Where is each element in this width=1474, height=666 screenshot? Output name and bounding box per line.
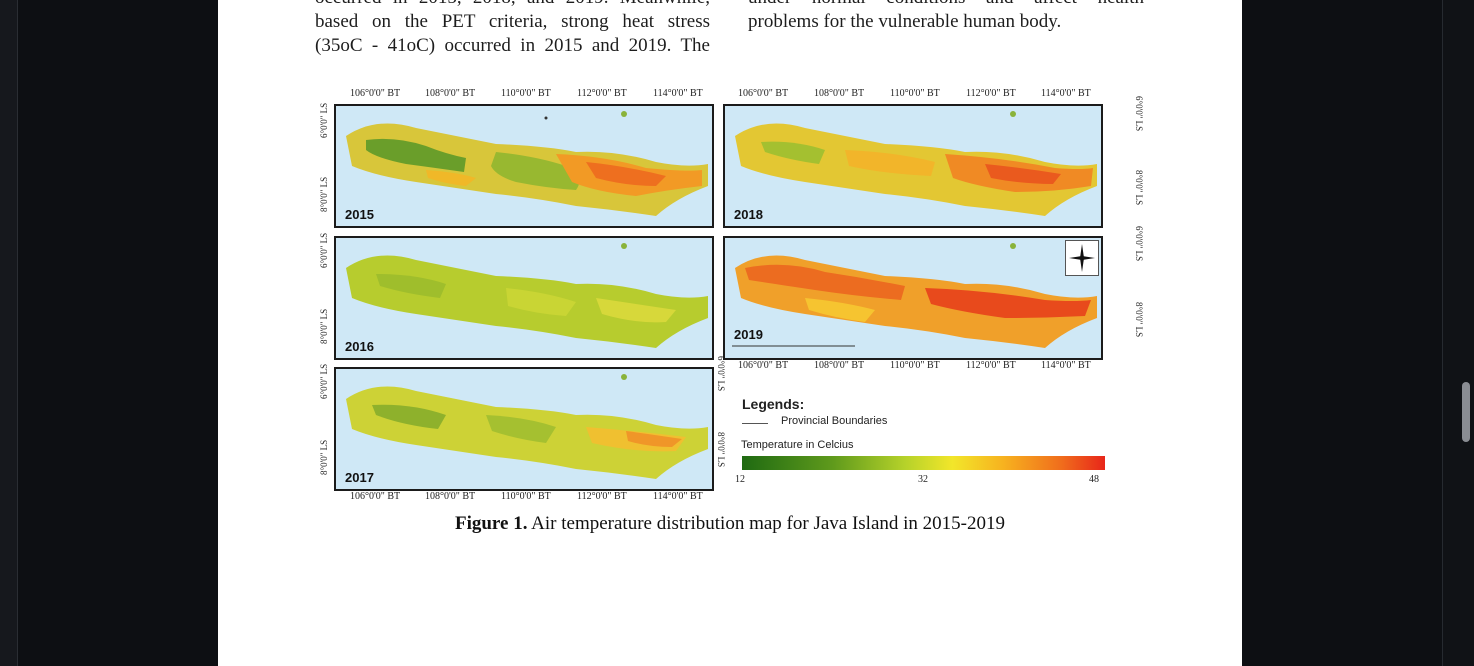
- text-line: problems for the vulnerable human body.: [748, 11, 1062, 32]
- map-legend: Legends: Provincial Boundaries Temperatu…: [725, 386, 1145, 512]
- lat-label: 8°0'0" LS: [319, 439, 329, 475]
- left-text-column: occurred in 2015, 2018, and 2019. Meanwh…: [315, 0, 710, 58]
- lat-label: 6°0'0" LS: [1134, 226, 1144, 262]
- legend-tick-min: 12: [735, 474, 745, 485]
- lon-label: 112°0'0" BT: [577, 491, 627, 502]
- panel-year-label: 2016: [345, 339, 374, 354]
- legend-temperature-label: Temperature in Celcius: [741, 439, 854, 451]
- left-sidebar-rail: [0, 0, 18, 666]
- panel-year-label: 2018: [734, 207, 763, 222]
- text-line: (35oC - 41oC) occurred in 2015 and 2019.…: [315, 35, 710, 56]
- caption-label: Figure 1.: [454, 513, 528, 534]
- lon-label: 106°0'0" BT: [738, 88, 789, 99]
- lon-label: 110°0'0" BT: [890, 360, 940, 371]
- right-text-column: under normal conditions and affect healt…: [748, 0, 1144, 34]
- legend-title: Legends:: [742, 396, 805, 412]
- map-panel-2019: 2019: [723, 236, 1103, 360]
- panel-year-label: 2017: [345, 470, 374, 485]
- lon-label: 106°0'0" BT: [350, 88, 401, 99]
- lon-label: 106°0'0" BT: [738, 360, 789, 371]
- lon-label: 108°0'0" BT: [425, 491, 476, 502]
- lon-label: 112°0'0" BT: [966, 360, 1016, 371]
- lon-label: 108°0'0" BT: [814, 88, 865, 99]
- lat-label: 8°0'0" LS: [1134, 302, 1144, 338]
- lon-label: 110°0'0" BT: [890, 88, 940, 99]
- lon-label: 112°0'0" BT: [966, 88, 1016, 99]
- map-panel-2018: 2018: [723, 104, 1103, 228]
- scrollbar-track[interactable]: [1442, 0, 1474, 666]
- lon-label: 110°0'0" BT: [501, 491, 551, 502]
- lon-label: 112°0'0" BT: [577, 88, 627, 99]
- map-panel-2017: 2017: [334, 367, 714, 491]
- map-panel-2015: 2015: [334, 104, 714, 228]
- caption-text: Air temperature distribution map for Jav…: [531, 513, 1006, 534]
- text-line: based on the PET criteria, strong heat s…: [315, 11, 710, 32]
- figure-maps: 106°0'0" BT 108°0'0" BT 110°0'0" BT 112°…: [318, 86, 1146, 512]
- lon-label: 114°0'0" BT: [1041, 88, 1091, 99]
- lon-label: 108°0'0" BT: [425, 88, 476, 99]
- provincial-boundary-swatch: [742, 423, 768, 424]
- panel-year-label: 2015: [345, 207, 374, 222]
- lat-label: 6°0'0" LS: [319, 363, 329, 399]
- panel-year-label: 2019: [734, 327, 763, 342]
- text-line: occurred in 2015, 2018, and 2019. Meanwh…: [315, 0, 710, 10]
- lat-label: 8°0'0" LS: [1134, 170, 1144, 206]
- figure-caption: Figure 1. Air temperature distribution m…: [218, 513, 1242, 535]
- lon-label: 110°0'0" BT: [501, 88, 551, 99]
- lat-label: 6°0'0" LS: [1134, 96, 1144, 132]
- lat-label: 6°0'0" LS: [319, 102, 329, 138]
- text-line: under normal conditions and affect healt…: [748, 0, 1144, 10]
- north-arrow-icon: [1065, 240, 1099, 276]
- lat-label: 8°0'0" LS: [319, 176, 329, 212]
- document-page: occurred in 2015, 2018, and 2019. Meanwh…: [218, 0, 1242, 666]
- lon-label: 106°0'0" BT: [350, 491, 401, 502]
- temperature-color-ramp: [742, 456, 1105, 470]
- scrollbar-thumb[interactable]: [1462, 382, 1470, 442]
- lon-label: 114°0'0" BT: [653, 88, 703, 99]
- map-panel-2016: 2016: [334, 236, 714, 360]
- legend-tick-mid: 32: [918, 474, 928, 485]
- lon-label: 114°0'0" BT: [653, 491, 703, 502]
- lon-label: 108°0'0" BT: [814, 360, 865, 371]
- lon-label: 114°0'0" BT: [1041, 360, 1091, 371]
- lat-label: 6°0'0" LS: [319, 232, 329, 268]
- legend-provincial-label: Provincial Boundaries: [781, 415, 888, 427]
- lat-label: 8°0'0" LS: [319, 308, 329, 344]
- legend-tick-max: 48: [1089, 474, 1099, 485]
